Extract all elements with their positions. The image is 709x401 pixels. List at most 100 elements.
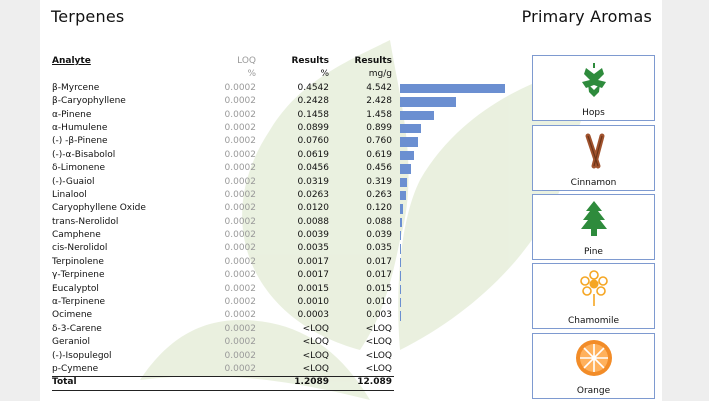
- total-percent: 1.2089: [294, 377, 329, 388]
- analyte-cell: α-Humulene: [52, 122, 108, 133]
- results-percent-cell: 0.0456: [297, 163, 330, 174]
- table-row: δ-3-Carene 0.0002 <LOQ <LOQ: [52, 323, 496, 336]
- loq-cell: 0.0002: [224, 350, 257, 361]
- results-percent-column-header: Results: [291, 56, 329, 66]
- table-row: Eucalyptol 0.0002 0.0015 0.015: [52, 283, 496, 296]
- results-mg-cell: 0.120: [366, 203, 392, 214]
- results-mg-cell: 0.017: [366, 270, 392, 281]
- analyte-cell: p-Cymene: [52, 363, 99, 374]
- aroma-label: Hops: [582, 108, 605, 118]
- table-row: trans-Nerolidol 0.0002 0.0088 0.088: [52, 216, 496, 229]
- results-mg-unit: mg/g: [368, 69, 392, 80]
- results-mg-cell: 0.760: [366, 136, 392, 147]
- table-body: β-Myrcene 0.0002 0.4542 4.542 β-Caryophyllen…: [52, 82, 505, 377]
- results-percent-cell: 0.0319: [297, 176, 330, 187]
- cinnamon-icon: [585, 133, 604, 169]
- aroma-label: Cinnamon: [570, 178, 617, 188]
- table-row: β-Caryophyllene 0.0002 0.2428 2.428: [52, 95, 496, 108]
- result-bar: [400, 217, 403, 228]
- results-mg-cell: 0.319: [366, 176, 392, 187]
- table-row: cis-Nerolidol 0.0002 0.0035 0.035: [52, 242, 496, 255]
- loq-cell: 0.0002: [224, 176, 257, 187]
- aroma-card-orange: Orange: [532, 333, 655, 399]
- results-percent-cell: <LOQ: [302, 363, 329, 374]
- table-row: (-) -β-Pinene 0.0002 0.0760 0.760: [52, 135, 496, 148]
- results-percent-cell: <LOQ: [302, 337, 329, 348]
- results-mg-cell: <LOQ: [365, 323, 392, 334]
- results-mg-cell: 0.088: [366, 216, 392, 227]
- table-header-row: Analyte LOQ Results Results: [52, 55, 496, 68]
- left-margin: [0, 0, 40, 401]
- results-mg-cell: 1.458: [366, 109, 392, 120]
- total-divider: [52, 376, 394, 378]
- analyte-cell: (-) -β-Pinene: [52, 136, 108, 147]
- result-bar: [400, 123, 421, 134]
- analyte-cell: cis-Nerolidol: [52, 243, 108, 254]
- loq-cell: 0.0002: [224, 323, 257, 334]
- results-mg-cell: 0.039: [366, 230, 392, 241]
- terpene-table: Analyte LOQ Results Results % % mg/g β-M…: [52, 55, 505, 391]
- table-row: Caryophyllene Oxide 0.0002 0.0120 0.120: [52, 202, 496, 215]
- loq-cell: 0.0002: [224, 136, 257, 147]
- aroma-card-pine: Pine: [532, 194, 655, 260]
- results-mg-cell: <LOQ: [365, 350, 392, 361]
- analyte-cell: Camphene: [52, 230, 101, 241]
- loq-cell: 0.0002: [224, 122, 257, 133]
- loq-cell: 0.0002: [224, 243, 257, 254]
- right-margin: [662, 0, 709, 401]
- loq-cell: 0.0002: [224, 270, 257, 281]
- primary-aromas-title: Primary Aromas: [521, 7, 652, 26]
- result-bar: [400, 190, 407, 201]
- results-percent-cell: 0.0017: [297, 256, 330, 267]
- analyte-cell: δ-3-Carene: [52, 323, 102, 334]
- results-percent-cell: 0.0088: [297, 216, 330, 227]
- results-percent-cell: 0.0760: [297, 136, 330, 147]
- results-percent-cell: 0.0619: [297, 149, 330, 160]
- loq-cell: 0.0002: [224, 283, 257, 294]
- aroma-label: Pine: [584, 247, 603, 257]
- result-bar: [400, 284, 402, 295]
- results-mg-cell: 0.017: [366, 256, 392, 267]
- results-percent-cell: 0.1458: [297, 109, 330, 120]
- table-row: α-Humulene 0.0002 0.0899 0.899: [52, 122, 496, 135]
- table-row: β-Myrcene 0.0002 0.4542 4.542: [52, 82, 505, 95]
- total-mg: 12.089: [357, 377, 392, 388]
- orange-slice-icon: [575, 340, 612, 376]
- table-row: (-)-α-Bisabolol 0.0002 0.0619 0.619: [52, 149, 496, 162]
- analyte-cell: trans-Nerolidol: [52, 216, 119, 227]
- results-percent-cell: 0.2428: [297, 96, 330, 107]
- total-row: Total 1.2089 12.089: [52, 376, 496, 389]
- result-bar: [400, 298, 402, 308]
- result-bar: [400, 257, 402, 268]
- analyte-cell: δ-Limonene: [52, 163, 106, 174]
- results-percent-cell: <LOQ: [302, 323, 329, 334]
- loq-cell: 0.0002: [224, 216, 257, 227]
- results-percent-cell: 0.0120: [297, 203, 330, 214]
- pine-tree-icon: [580, 201, 607, 236]
- loq-cell: 0.0002: [224, 96, 257, 107]
- report-page: Terpenes Primary Aromas Analyte LOQ Resu…: [40, 0, 662, 401]
- result-bar: [400, 83, 505, 94]
- table-row: p-Cymene 0.0002 <LOQ <LOQ: [52, 363, 496, 376]
- results-percent-cell: 0.4542: [297, 82, 330, 93]
- results-mg-cell: 0.263: [366, 189, 392, 200]
- analyte-cell: (-)-Guaiol: [52, 176, 95, 187]
- aroma-label: Chamomile: [567, 316, 620, 326]
- terpenes-title: Terpenes: [51, 7, 125, 26]
- table-row: δ-Limonene 0.0002 0.0456 0.456: [52, 162, 496, 175]
- results-percent-cell: <LOQ: [302, 350, 329, 361]
- hops-icon: [581, 63, 606, 97]
- results-percent-unit: %: [320, 69, 329, 80]
- loq-cell: 0.0002: [224, 109, 257, 120]
- loq-cell: 0.0002: [224, 256, 257, 267]
- result-bar: [400, 244, 402, 254]
- analyte-cell: (-)-α-Bisabolol: [52, 149, 116, 160]
- chamomile-flower-icon: [579, 270, 608, 306]
- analyte-cell: α-Terpinene: [52, 297, 106, 308]
- table-row: α-Pinene 0.0002 0.1458 1.458: [52, 109, 496, 122]
- result-bar: [400, 137, 418, 147]
- loq-column-header: LOQ: [237, 56, 256, 66]
- analyte-cell: Linalool: [52, 189, 87, 200]
- results-mg-cell: 0.456: [366, 163, 392, 174]
- loq-unit: %: [247, 69, 256, 80]
